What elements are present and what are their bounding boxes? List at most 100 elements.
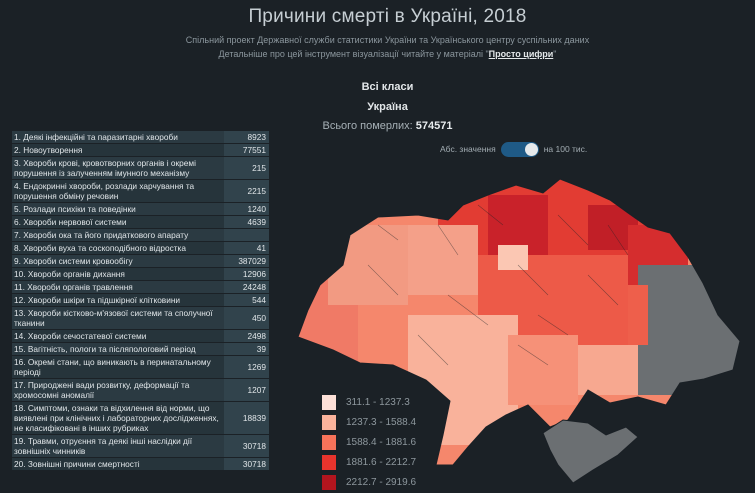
cause-name: 16. Окремі стани, що виникають в перинат…	[14, 357, 211, 377]
cause-value: 1207	[224, 379, 269, 401]
cause-value: 41	[224, 242, 269, 254]
cause-name: 8. Хвороби вуха та соскоподібного відрос…	[14, 243, 186, 253]
map-kyiv-fill	[498, 245, 528, 270]
cause-value: 2215	[224, 180, 269, 202]
legend-item: 311.1 - 1237.3	[322, 393, 416, 411]
cause-name: 19. Травми, отруєння та деякі інші наслі…	[14, 436, 193, 456]
cause-row[interactable]: 5. Розлади психіки та поведінки 1240	[12, 203, 269, 216]
map-south-west-fill	[408, 315, 518, 445]
selected-region-label: Україна	[367, 101, 408, 113]
total-deaths-label: Всього померлих:	[322, 120, 413, 132]
cause-value: 39	[224, 343, 269, 355]
cause-row[interactable]: 13. Хвороби кістково-м'язової системи та…	[12, 307, 269, 330]
cause-value: 2498	[224, 330, 269, 342]
cause-name: 15. Вагітність, пологи та післяпологовий…	[14, 344, 196, 354]
map-no-data-east	[638, 265, 740, 395]
district-borders	[367, 204, 629, 366]
selected-class-label: Всі класи	[361, 81, 414, 93]
map-zaporizhzhia-fill	[578, 345, 638, 395]
cause-row[interactable]: 7. Хвороби ока та його придаткового апар…	[12, 229, 269, 242]
cause-name: 11. Хвороби органів травлення	[14, 282, 133, 292]
cause-value: 24248	[224, 281, 269, 293]
crimea-no-data	[542, 419, 639, 484]
cause-row[interactable]: 9. Хвороби системи кровообігу 387029	[12, 255, 269, 268]
cause-name: 2. Новоутворення	[14, 145, 83, 155]
cause-row[interactable]: 6. Хвороби нервової системи 4639	[12, 216, 269, 229]
legend-label: 1237.3 - 1588.4	[346, 416, 417, 428]
legend-label: 2212.7 - 2919.6	[346, 476, 417, 488]
map-south-fill	[508, 335, 578, 405]
cause-value: 544	[224, 294, 269, 306]
toggle-left-label: Абс. значення	[440, 144, 496, 154]
total-deaths: Всього померлих: 574571	[0, 120, 755, 132]
legend-item: 1588.4 - 1881.6	[322, 433, 416, 451]
cause-value	[224, 229, 269, 241]
map-legend: 311.1 - 1237.3 1237.3 - 1588.4 1588.4 - …	[322, 393, 416, 493]
legend-label: 311.1 - 1237.3	[346, 396, 410, 408]
switch-knob	[524, 142, 538, 156]
cause-row[interactable]: 2. Новоутворення 77551	[12, 144, 269, 157]
cause-row[interactable]: 15. Вагітність, пологи та післяпологовий…	[12, 343, 269, 356]
value-mode-toggle: Абс. значення на 100 тис.	[440, 141, 587, 157]
legend-item: 2212.7 - 2919.6	[322, 473, 416, 491]
cause-name: 9. Хвороби системи кровообігу	[14, 256, 133, 266]
cause-row[interactable]: 4. Ендокринні хвороби, розлади харчуванн…	[12, 180, 269, 203]
cause-value: 8923	[224, 131, 269, 143]
cause-value: 30718	[224, 458, 269, 470]
legend-swatch	[322, 454, 336, 470]
cause-row[interactable]: 14. Хвороби сечостатевої системи 2498	[12, 330, 269, 343]
cause-value: 12906	[224, 268, 269, 280]
article-link[interactable]: Просто цифри	[488, 49, 554, 59]
legend-item: 1881.6 - 2212.7	[322, 453, 416, 471]
legend-swatch	[322, 394, 336, 410]
map-donetsk-west-fill	[628, 285, 648, 345]
cause-name: 3. Хвороби крові, кровотворних органів і…	[14, 158, 196, 178]
cause-row[interactable]: 3. Хвороби крові, кровотворних органів і…	[12, 157, 269, 180]
cause-name: 14. Хвороби сечостатевої системи	[14, 331, 147, 341]
cause-name: 4. Ендокринні хвороби, розлади харчуванн…	[14, 181, 195, 201]
subtitle-article-end: "	[553, 49, 557, 59]
legend-swatch	[322, 434, 336, 450]
cause-name: 20. Зовнішні причини смертності	[14, 459, 140, 469]
subtitle-article-text: Детальніше про цей інструмент візуалізац…	[218, 49, 489, 59]
cause-row[interactable]: 17. Природжені вади розвитку, деформації…	[12, 379, 269, 402]
cause-name: 6. Хвороби нервової системи	[14, 217, 127, 227]
cause-value: 4639	[224, 216, 269, 228]
cause-name: 13. Хвороби кістково-м'язової системи та…	[14, 308, 213, 328]
legend-swatch	[322, 414, 336, 430]
page-title: Причини смерті в Україні, 2018	[248, 6, 527, 27]
ukraine-border	[297, 178, 741, 466]
map-center-west-fill	[408, 225, 478, 295]
legend-label: 1588.4 - 1881.6	[346, 436, 417, 448]
cause-row[interactable]: 8. Хвороби вуха та соскоподібного відрос…	[12, 242, 269, 255]
cause-value: 1269	[224, 356, 269, 378]
cause-row[interactable]: 16. Окремі стани, що виникають в перинат…	[12, 356, 269, 379]
cause-value: 387029	[224, 255, 269, 267]
cause-value: 1240	[224, 203, 269, 215]
cause-row[interactable]: 1. Деякі інфекційні та паразитарні хворо…	[12, 131, 269, 144]
cause-name: 18. Симптоми, ознаки та відхилення від н…	[14, 403, 219, 433]
legend-label: 1881.6 - 2212.7	[346, 456, 417, 468]
causes-list: 1. Деякі інфекційні та паразитарні хворо…	[12, 131, 269, 471]
cause-row[interactable]: 18. Симптоми, ознаки та відхилення від н…	[12, 402, 269, 435]
cause-value: 18839	[224, 402, 269, 434]
cause-row[interactable]: 10. Хвороби органів дихання 12906	[12, 268, 269, 281]
cause-value: 215	[224, 157, 269, 179]
cause-value: 30718	[224, 435, 269, 457]
cause-row[interactable]: 12. Хвороби шкіри та підшкірної кліткови…	[12, 294, 269, 307]
toggle-right-label: на 100 тис.	[543, 144, 588, 154]
cause-name: 1. Деякі інфекційні та паразитарні хворо…	[14, 132, 178, 142]
cause-row[interactable]: 19. Травми, отруєння та деякі інші наслі…	[12, 435, 269, 458]
cause-value: 450	[224, 307, 269, 329]
cause-name: 17. Природжені вади розвитку, деформації…	[14, 380, 190, 400]
cause-row[interactable]: 11. Хвороби органів травлення 24248	[12, 281, 269, 294]
cause-row[interactable]: 20. Зовнішні причини смертності 30718	[12, 458, 269, 471]
subtitle-article: Детальніше про цей інструмент візуалізац…	[0, 49, 755, 59]
value-mode-switch[interactable]	[500, 141, 539, 157]
ukraine-choropleth-map[interactable]	[288, 165, 748, 490]
cause-name: 7. Хвороби ока та його придаткового апар…	[14, 230, 189, 240]
cause-name: 12. Хвороби шкіри та підшкірної кліткови…	[14, 295, 181, 305]
legend-swatch	[322, 474, 336, 490]
legend-item: 1237.3 - 1588.4	[322, 413, 416, 431]
cause-name: 5. Розлади психіки та поведінки	[14, 204, 136, 214]
